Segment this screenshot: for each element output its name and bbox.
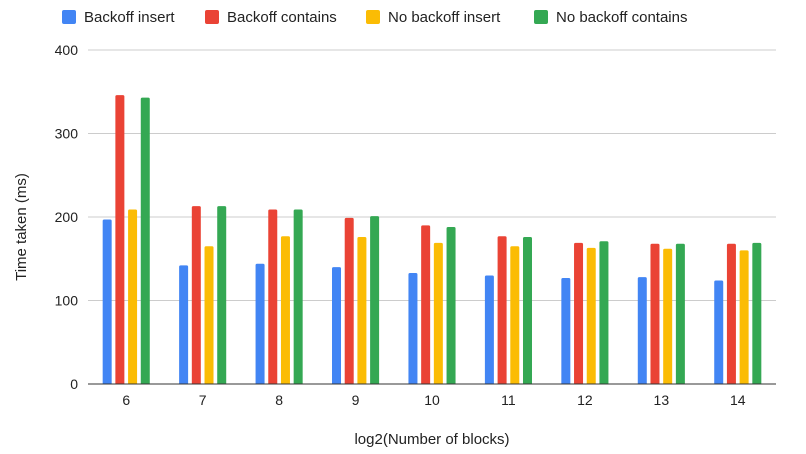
bar-no-backoff-contains-7 <box>217 206 227 384</box>
bar-no-backoff-contains-9 <box>370 216 380 384</box>
bar-no-backoff-contains-6 <box>140 97 150 384</box>
bar-backoff-contains-13 <box>650 243 660 384</box>
y-tick-label: 400 <box>55 42 79 58</box>
x-axis-label: log2(Number of blocks) <box>354 431 509 448</box>
legend-swatch <box>62 10 76 24</box>
bar-backoff-contains-7 <box>191 206 201 384</box>
bar-backoff-insert-8 <box>255 263 265 384</box>
legend-label: No backoff contains <box>556 9 687 26</box>
y-tick-label: 300 <box>55 126 79 142</box>
legend-swatch <box>205 10 219 24</box>
y-axis-ticks: 0 100 200 300 400 <box>55 42 79 392</box>
x-tick-label: 7 <box>199 392 207 408</box>
bar-no-backoff-insert-12 <box>586 247 596 384</box>
bar-backoff-insert-6 <box>102 219 112 384</box>
bar-backoff-contains-12 <box>574 242 584 384</box>
bar-no-backoff-contains-13 <box>675 243 685 384</box>
legend-swatch <box>534 10 548 24</box>
bar-no-backoff-insert-14 <box>739 250 749 384</box>
gridlines <box>88 49 776 301</box>
bar-backoff-insert-11 <box>484 275 494 384</box>
legend: Backoff insert Backoff contains No backoff… <box>62 9 687 26</box>
bar-backoff-insert-10 <box>408 272 418 384</box>
x-tick-label: 8 <box>275 392 283 408</box>
bar-no-backoff-insert-8 <box>280 236 290 384</box>
bar-backoff-contains-9 <box>344 217 354 384</box>
bar-backoff-contains-6 <box>115 95 125 384</box>
bar-no-backoff-insert-9 <box>357 237 367 384</box>
x-tick-label: 9 <box>352 392 360 408</box>
bar-no-backoff-insert-11 <box>510 246 520 384</box>
bar-no-backoff-insert-6 <box>128 209 138 384</box>
bar-no-backoff-contains-12 <box>599 241 609 384</box>
bar-backoff-insert-13 <box>637 277 647 384</box>
bar-no-backoff-insert-13 <box>663 248 673 384</box>
x-axis-ticks: 6 7 8 9 10 11 12 13 14 <box>122 392 745 408</box>
y-tick-label: 100 <box>55 293 79 309</box>
bars <box>102 95 762 384</box>
legend-label: No backoff insert <box>388 9 501 26</box>
bar-no-backoff-contains-14 <box>752 242 762 384</box>
bar-no-backoff-insert-10 <box>433 242 443 384</box>
bar-no-backoff-contains-10 <box>446 227 456 384</box>
bar-backoff-contains-8 <box>268 209 278 384</box>
y-tick-label: 200 <box>55 209 79 225</box>
bar-backoff-contains-14 <box>726 243 736 384</box>
x-tick-label: 14 <box>730 392 746 408</box>
x-tick-label: 10 <box>424 392 440 408</box>
bar-backoff-insert-14 <box>714 280 724 384</box>
x-tick-label: 6 <box>122 392 130 408</box>
bar-backoff-insert-9 <box>332 267 342 384</box>
legend-swatch <box>366 10 380 24</box>
bar-backoff-insert-7 <box>179 265 189 384</box>
legend-label: Backoff insert <box>84 9 175 26</box>
x-tick-label: 11 <box>501 392 516 408</box>
bar-backoff-insert-12 <box>561 277 571 384</box>
x-tick-label: 12 <box>577 392 593 408</box>
bar-backoff-contains-11 <box>497 236 507 384</box>
bar-backoff-contains-10 <box>421 225 431 384</box>
x-tick-label: 13 <box>654 392 670 408</box>
bar-no-backoff-insert-7 <box>204 246 214 384</box>
y-tick-label: 0 <box>70 376 78 392</box>
bar-no-backoff-contains-11 <box>522 237 532 384</box>
bar-no-backoff-contains-8 <box>293 209 303 384</box>
legend-label: Backoff contains <box>227 9 337 26</box>
y-axis-label: Time taken (ms) <box>13 173 30 281</box>
